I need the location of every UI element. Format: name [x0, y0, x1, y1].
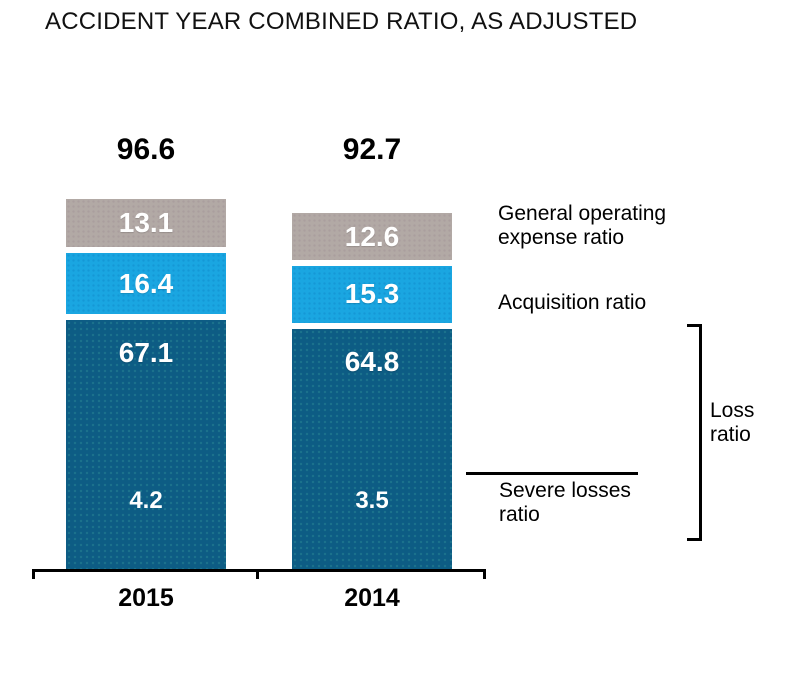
- segment-value-label: 67.1: [118, 337, 174, 369]
- x-axis-tick: [32, 569, 35, 579]
- label-loss-ratio: Loss ratio: [710, 399, 755, 446]
- bar-2014-segment-acq: 15.3: [292, 266, 452, 323]
- severe-losses-pointer-line: [466, 472, 638, 475]
- label-acquisition-ratio: Acquisition ratio: [498, 291, 647, 314]
- bar-total-label-2014: 92.7: [342, 133, 402, 166]
- segment-value-label: 64.8: [344, 345, 400, 377]
- bar-2015-segment-loss: 67.1: [66, 320, 226, 570]
- category-label-2015: 2015: [118, 584, 174, 612]
- segment-value-label: 16.4: [118, 267, 174, 299]
- x-axis-line: [32, 569, 486, 572]
- bar-2014-segment-loss: 64.8: [292, 328, 452, 570]
- loss-ratio-bracket: [687, 324, 702, 541]
- segment-value-label: 12.6: [344, 220, 400, 252]
- label-severe-losses-ratio: Severe losses ratio: [499, 479, 631, 526]
- bar-2015-segment-acq: 16.4: [66, 253, 226, 315]
- segment-value-label: 13.1: [118, 207, 174, 238]
- chart-title: ACCIDENT YEAR COMBINED RATIO, AS ADJUSTE…: [45, 8, 638, 35]
- category-label-2014: 2014: [344, 584, 400, 612]
- x-axis-tick: [483, 569, 486, 579]
- severe-losses-value-label: 3.5: [355, 487, 389, 514]
- bar-2014-segment-goe: 12.6: [292, 213, 452, 260]
- severe-losses-value-label: 4.2: [129, 487, 163, 514]
- bar-2015-segment-goe: 13.1: [66, 198, 226, 248]
- x-axis-tick: [256, 569, 259, 579]
- label-general-operating-expense-ratio: General operating expense ratio: [498, 202, 667, 249]
- bar-total-label-2015: 96.6: [116, 133, 176, 166]
- segment-value-label: 15.3: [344, 278, 400, 310]
